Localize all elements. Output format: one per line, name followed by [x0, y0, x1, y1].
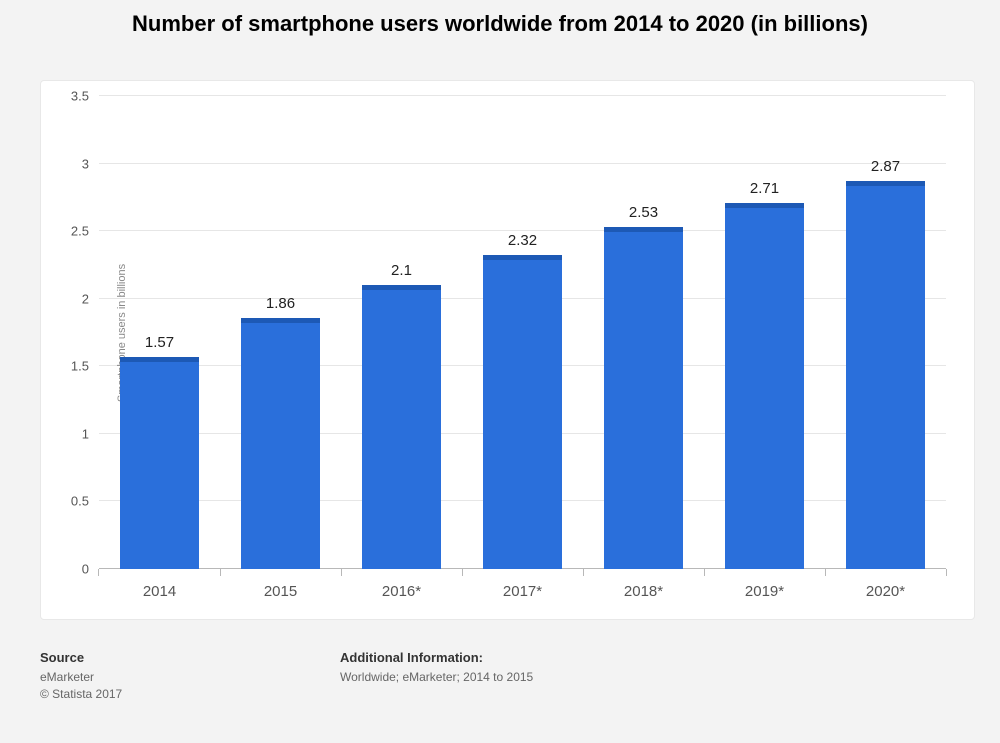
bar-slot: 2.322017*	[462, 96, 583, 569]
chart-panel: 3.532.521.510.50 Smartphone users in bil…	[40, 80, 975, 620]
bar-slot: 2.712019*	[704, 96, 825, 569]
source-text: eMarketer	[40, 669, 340, 686]
plot-area: 3.532.521.510.50 Smartphone users in bil…	[99, 96, 946, 569]
y-tick-label: 2.5	[71, 224, 89, 239]
bar-top-edge	[604, 227, 683, 232]
bar-slot: 2.532018*	[583, 96, 704, 569]
bar-value-label: 1.86	[266, 295, 295, 312]
bar-value-label: 2.32	[508, 232, 537, 249]
y-tick-label: 1.5	[71, 359, 89, 374]
source-block: Source eMarketer © Statista 2017	[40, 650, 340, 703]
bar-slot: 1.862015	[220, 96, 341, 569]
bars-group: 1.5720141.8620152.12016*2.322017*2.53201…	[99, 96, 946, 569]
y-tick-label: 3	[82, 156, 89, 171]
info-block: Additional Information: Worldwide; eMark…	[340, 650, 640, 703]
bar-value-label: 2.1	[391, 262, 412, 279]
bar: 2.1	[362, 285, 441, 569]
axis-tickmark	[341, 569, 342, 576]
footer: Source eMarketer © Statista 2017 Additio…	[40, 650, 975, 703]
bar-top-edge	[725, 203, 804, 208]
x-tick-label: 2016*	[382, 583, 421, 600]
bar-slot: 1.572014	[99, 96, 220, 569]
bar-top-edge	[483, 255, 562, 260]
axis-tickmark	[462, 569, 463, 576]
bar-slot: 2.872020*	[825, 96, 946, 569]
x-tick-label: 2015	[264, 583, 297, 600]
bar-value-label: 2.87	[871, 158, 900, 175]
axis-tickmark	[583, 569, 584, 576]
x-tick-label: 2017*	[503, 583, 542, 600]
y-tick-label: 0	[82, 562, 89, 577]
bar: 2.87	[846, 181, 925, 569]
x-tick-label: 2020*	[866, 583, 905, 600]
chart-title: Number of smartphone users worldwide fro…	[0, 10, 1000, 39]
bar: 2.53	[604, 227, 683, 569]
axis-tickmark	[946, 569, 947, 576]
bar-top-edge	[362, 285, 441, 290]
bar: 1.57	[120, 357, 199, 569]
bar-slot: 2.12016*	[341, 96, 462, 569]
page: Number of smartphone users worldwide fro…	[0, 0, 1000, 743]
bar-value-label: 2.53	[629, 204, 658, 221]
copyright-text: © Statista 2017	[40, 686, 340, 703]
x-tick-label: 2019*	[745, 583, 784, 600]
info-text: Worldwide; eMarketer; 2014 to 2015	[340, 669, 640, 686]
bar: 1.86	[241, 318, 320, 569]
y-tick-label: 2	[82, 291, 89, 306]
y-tick-label: 0.5	[71, 494, 89, 509]
axis-tickmark	[220, 569, 221, 576]
axis-tickmark	[825, 569, 826, 576]
bar-value-label: 1.57	[145, 334, 174, 351]
source-heading: Source	[40, 650, 340, 665]
y-tick-label: 1	[82, 426, 89, 441]
x-tick-label: 2018*	[624, 583, 663, 600]
bar-top-edge	[241, 318, 320, 323]
y-tick-label: 3.5	[71, 89, 89, 104]
axis-tickmark	[704, 569, 705, 576]
x-tick-label: 2014	[143, 583, 176, 600]
bar-top-edge	[846, 181, 925, 186]
axis-tickmark	[98, 569, 99, 576]
bar: 2.32	[483, 255, 562, 569]
info-heading: Additional Information:	[340, 650, 640, 665]
bar-value-label: 2.71	[750, 180, 779, 197]
bar-top-edge	[120, 357, 199, 362]
bar: 2.71	[725, 203, 804, 569]
